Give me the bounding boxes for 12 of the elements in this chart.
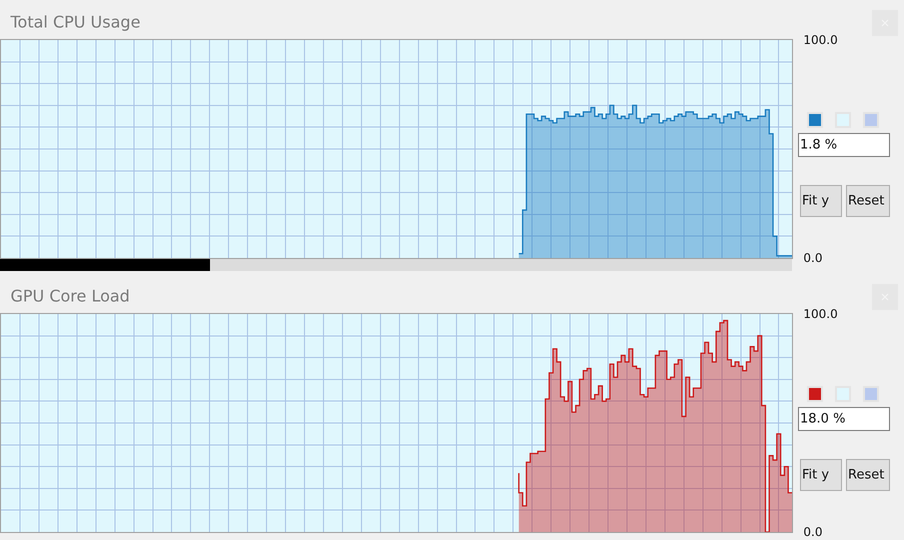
y-tick-label: 0.0: [803, 525, 822, 540]
text: 1.8 %: [800, 138, 838, 152]
chart-title: Total CPU Usage: [9, 12, 140, 32]
text: Fit y: [802, 194, 830, 208]
text: Reset: [848, 194, 884, 208]
y-tick-label: 0.0: [803, 251, 822, 266]
text: Fit y: [802, 468, 830, 482]
y-tick-label: 100.0: [803, 307, 838, 322]
text: Reset: [848, 468, 884, 482]
text: 18.0 %: [800, 412, 846, 426]
y-tick-label: 100.0: [803, 33, 838, 48]
chart-title: GPU Core Load: [10, 286, 130, 306]
